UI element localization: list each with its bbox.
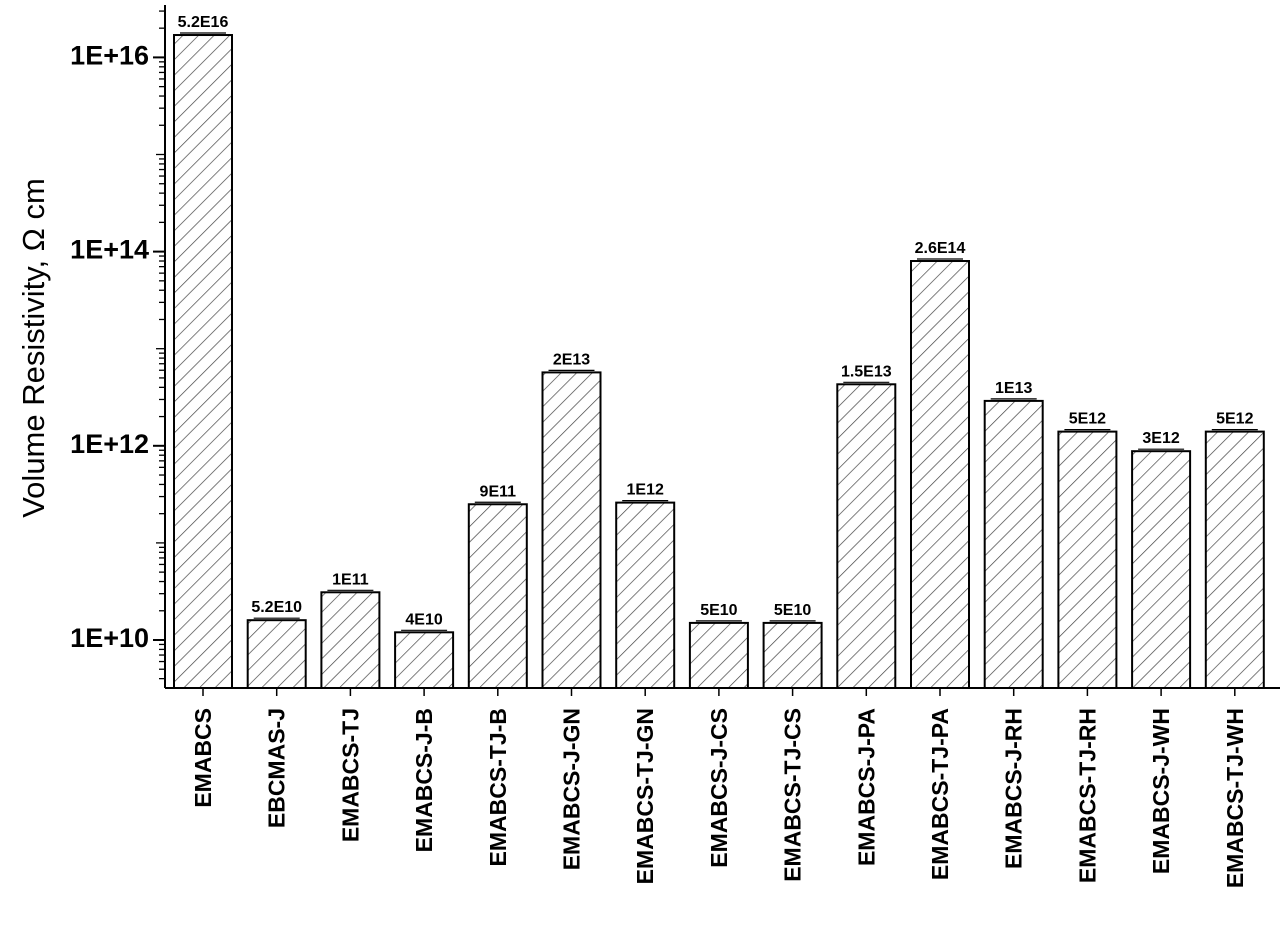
bar xyxy=(615,501,676,689)
x-category-label: EMABCS-J-WH xyxy=(1148,708,1174,874)
bar xyxy=(762,621,823,690)
data-label: 1E13 xyxy=(995,380,1032,397)
data-label: 1E11 xyxy=(332,571,369,588)
x-category-label: EMABCS-TJ-CS xyxy=(780,708,806,882)
y-tick-label: 1E+16 xyxy=(70,41,149,71)
data-label: 2E13 xyxy=(553,351,590,368)
data-label: 5.2E16 xyxy=(178,14,229,31)
bar xyxy=(246,619,307,689)
bar xyxy=(173,34,233,689)
bar xyxy=(320,591,381,689)
bar xyxy=(1204,430,1265,689)
y-axis-title: Volume Resistivity, Ω cm xyxy=(16,178,51,518)
data-label: 5.2E10 xyxy=(251,599,302,616)
y-tick-label: 1E+14 xyxy=(70,235,149,265)
x-category-label: EMABCS-J-B xyxy=(411,708,437,852)
x-category-label: EMABCS-J-PA xyxy=(853,708,879,866)
x-category-label: EMABCS-TJ-PA xyxy=(927,708,953,880)
bar xyxy=(394,631,455,690)
bar xyxy=(836,383,897,689)
bars-group xyxy=(173,32,1265,690)
x-category-label: EMABCS-TJ-WH xyxy=(1222,708,1248,888)
data-label: 5E12 xyxy=(1069,411,1106,428)
x-category-label: EMABCS-TJ-RH xyxy=(1074,708,1100,883)
data-label: 4E10 xyxy=(405,611,442,628)
x-category-label: EBCMAS-J xyxy=(264,708,290,828)
labels-group: 5.2E16 EMABCS 5.2E10 EBCMAS-J 1E11 EMABCS-TJ 4… xyxy=(178,14,1254,888)
bar xyxy=(1131,450,1192,689)
bar xyxy=(1057,430,1118,689)
bar xyxy=(688,621,749,690)
x-category-label: EMABCS-TJ xyxy=(337,708,363,842)
data-label: 5E12 xyxy=(1216,411,1253,428)
data-label: 2.6E14 xyxy=(915,240,966,257)
x-category-label: EMABCS-TJ-B xyxy=(485,708,511,866)
bar xyxy=(983,399,1044,689)
x-category-label: EMABCS-TJ-GN xyxy=(632,708,658,884)
data-label: 1.5E13 xyxy=(841,363,892,380)
data-label: 5E10 xyxy=(700,602,737,619)
x-category-label: EMABCS-J-GN xyxy=(559,708,585,870)
y-tick-label: 1E+12 xyxy=(70,429,149,459)
x-category-label: EMABCS-J-CS xyxy=(706,708,732,868)
data-label: 3E12 xyxy=(1142,430,1179,447)
x-category-label: EMABCS xyxy=(190,708,216,808)
bar xyxy=(467,503,528,690)
data-label: 5E10 xyxy=(774,602,811,619)
x-category-label: EMABCS-J-RH xyxy=(1001,708,1027,869)
data-label: 1E12 xyxy=(627,482,664,499)
bar xyxy=(910,260,970,689)
y-tick-label: 1E+10 xyxy=(70,623,149,653)
data-label: 9E11 xyxy=(480,483,517,500)
bar xyxy=(541,371,602,689)
